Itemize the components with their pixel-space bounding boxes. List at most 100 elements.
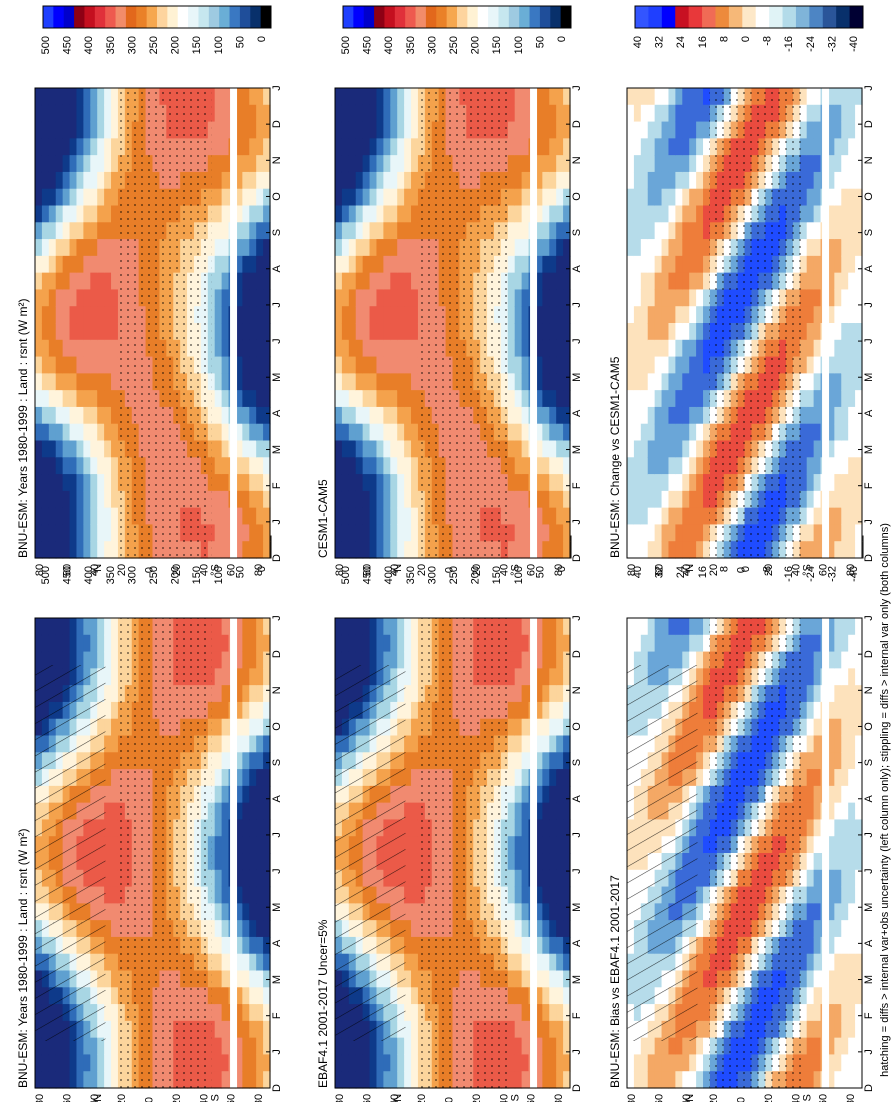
heat-cell: [696, 953, 704, 972]
heat-cell: [76, 323, 84, 341]
heat-cell: [104, 239, 112, 257]
heat-cell: [806, 853, 815, 871]
month-tick-label: A: [571, 939, 583, 947]
heat-cell: [535, 701, 543, 720]
heat-cell: [507, 88, 516, 106]
heat-cell: [507, 836, 516, 854]
heat-cell: [348, 440, 357, 458]
heat-cell: [563, 869, 571, 888]
heat-cell: [83, 541, 91, 559]
heat-cell: [111, 306, 119, 324]
heat-cell: [799, 869, 808, 888]
heat-cell: [411, 541, 419, 559]
heat-cell: [689, 1071, 697, 1089]
colorbar-bin: [436, 6, 448, 28]
heat-cell: [104, 634, 112, 653]
heat-cell: [362, 1071, 371, 1089]
heat-cell: [69, 423, 78, 442]
heat-cell: [69, 222, 78, 240]
heat-cell: [263, 752, 271, 770]
heat-cell: [411, 618, 419, 636]
heat-cell: [221, 987, 230, 1005]
heat-cell: [235, 920, 243, 938]
heat-cell: [355, 406, 364, 425]
heat-cell: [35, 524, 43, 542]
heat-cell: [214, 104, 223, 123]
colorbar-bin: [208, 6, 220, 28]
heat-cell: [696, 936, 704, 955]
heat-cell: [104, 701, 112, 720]
colorbar-bin: [177, 6, 189, 28]
heat-cell: [35, 1037, 43, 1056]
heat-cell: [556, 886, 564, 904]
heat-cell: [207, 490, 216, 509]
heat-cell: [97, 618, 105, 636]
heat-cell: [507, 255, 516, 274]
heat-cell: [549, 406, 557, 425]
heat-cell: [104, 685, 112, 703]
heat-cell: [834, 836, 842, 854]
heat-cell: [263, 188, 271, 207]
heat-cell: [563, 836, 571, 854]
month-tick-label: A: [571, 794, 583, 802]
heat-cell: [682, 1054, 690, 1072]
heat-cell: [563, 255, 571, 274]
heat-cell: [411, 155, 419, 173]
heat-cell: [549, 356, 557, 374]
heat-cell: [83, 171, 91, 190]
heat-cell: [369, 1037, 378, 1056]
month-tick-label: M: [571, 445, 583, 454]
heat-cell: [263, 735, 271, 753]
heat-cell: [214, 457, 223, 475]
heat-cell: [62, 138, 71, 156]
heat-cell: [235, 188, 243, 207]
heat-cell: [521, 205, 530, 223]
heat-cell: [507, 155, 516, 173]
heat-cell: [640, 1071, 649, 1089]
heat-cell: [514, 769, 523, 787]
heat-cell: [111, 88, 119, 106]
heat-cell: [362, 222, 371, 240]
heat-cell: [111, 507, 119, 526]
heat-cell: [90, 457, 98, 475]
heat-cell: [542, 618, 550, 636]
colorbar-bin: [384, 6, 396, 28]
heat-cell: [383, 406, 391, 425]
heat-cell: [411, 836, 419, 854]
heat-cell: [242, 440, 250, 458]
heat-cell: [514, 205, 523, 223]
stippling-overlay: [417, 88, 512, 558]
heat-cell: [249, 651, 257, 669]
heat-cell: [348, 239, 357, 257]
heat-cell: [62, 406, 71, 425]
heat-cell: [703, 970, 711, 988]
heat-cell: [221, 138, 230, 156]
heat-cell: [799, 853, 808, 871]
heat-cell: [404, 936, 412, 955]
heat-cell: [507, 289, 516, 307]
heat-cell: [556, 701, 564, 720]
heat-cell: [834, 802, 842, 821]
heat-cell: [235, 138, 243, 156]
heat-cell: [207, 474, 216, 492]
heat-cell: [514, 171, 523, 190]
colorbar-tick-label: 400: [383, 566, 395, 584]
heat-cell: [97, 423, 105, 442]
colorbar-bin: [167, 6, 179, 28]
lat-tick-label: 40: [89, 564, 101, 576]
colorbar-tick-label: 200: [470, 36, 482, 54]
heat-cell: [235, 685, 243, 703]
heat-cell: [104, 121, 112, 139]
heat-cell: [104, 1004, 112, 1022]
heat-cell: [207, 272, 216, 291]
heat-cell: [514, 406, 523, 425]
heat-cell: [242, 903, 250, 921]
heat-cell: [563, 752, 571, 770]
colorbar-tick-label: 500: [40, 566, 52, 584]
heat-cell: [806, 953, 815, 972]
heat-cell: [556, 953, 564, 972]
heat-cell: [355, 1054, 364, 1072]
colorbar-bin: [74, 6, 85, 28]
heat-cell: [341, 104, 350, 123]
heat-cell: [556, 121, 564, 139]
